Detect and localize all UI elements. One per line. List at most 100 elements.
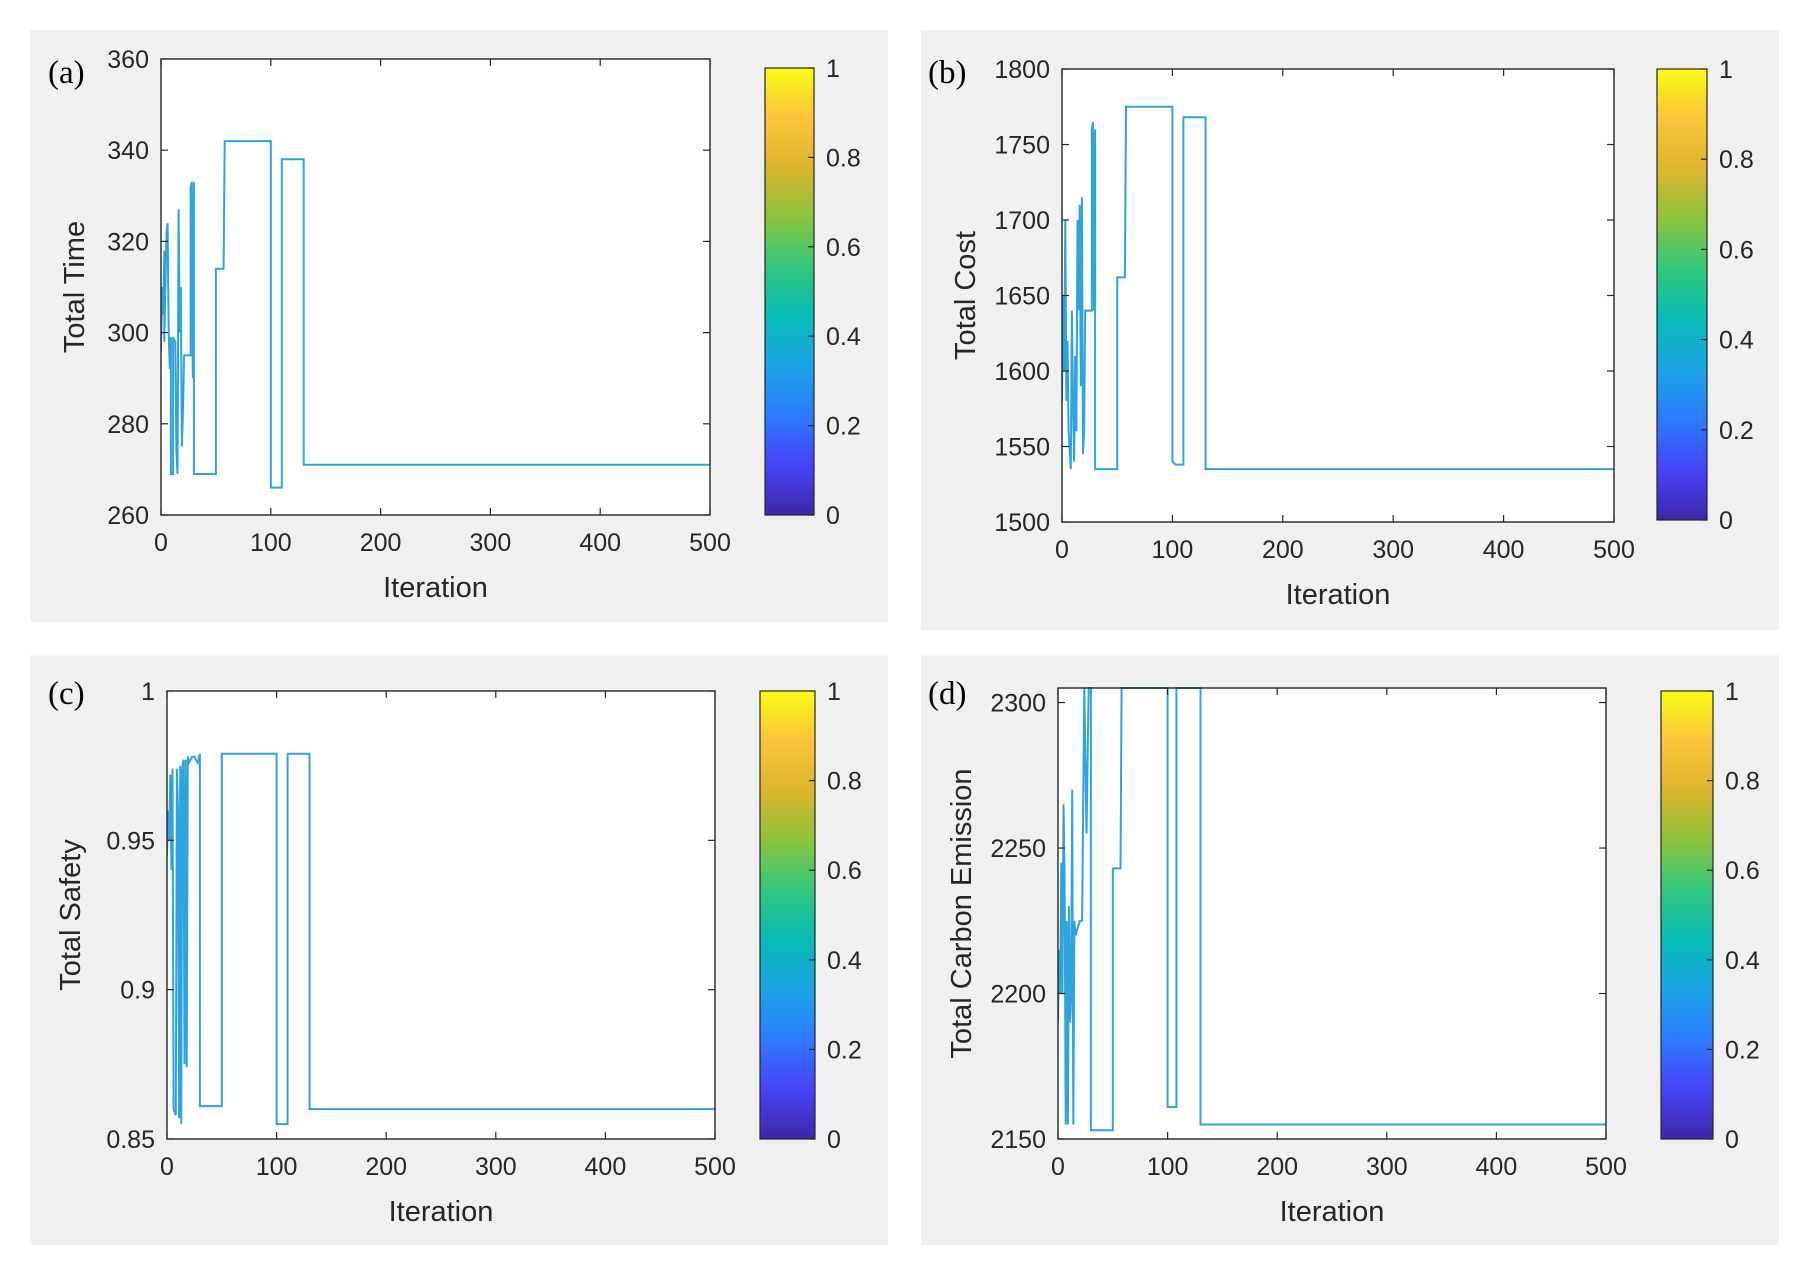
y-axis-title: Total Time <box>59 221 91 353</box>
y-tick-label: 2250 <box>990 835 1046 863</box>
axes-box <box>166 690 716 1140</box>
axes-box <box>1057 687 1607 1140</box>
x-tick-label: 400 <box>585 1153 627 1181</box>
colorbar-tick-label: 0 <box>827 1126 841 1154</box>
y-tick-label: 0.9 <box>120 977 155 1005</box>
x-tick-label: 200 <box>360 529 402 557</box>
subplot-d: 0 100 200 300 400 500 2150 2200 2250 2300 Iteratio… <box>921 655 1779 1245</box>
colorbar-tick-label: 0.2 <box>827 1036 862 1064</box>
x-tick-label: 200 <box>365 1153 407 1181</box>
panel-label: (a) <box>48 55 85 91</box>
x-tick-label: 500 <box>1593 536 1635 564</box>
x-tick-label: 300 <box>470 529 512 557</box>
y-tick-label: 0.95 <box>106 827 155 855</box>
x-tick-label: 100 <box>1152 536 1194 564</box>
colorbar-tick-label: 0.2 <box>826 413 861 441</box>
colorbar <box>759 690 816 1140</box>
x-tick-label: 0 <box>1051 1153 1065 1181</box>
x-tick-label: 400 <box>579 529 621 557</box>
colorbar-tick-label: 1 <box>827 678 841 706</box>
panel-label: (d) <box>928 676 966 712</box>
x-tick-label: 500 <box>689 529 731 557</box>
subplot-b: 0 100 200 300 400 500 1500 1550 1600 1650 1700 1750… <box>921 30 1779 630</box>
x-tick-label: 0 <box>160 1153 174 1181</box>
colorbar-tick-label: 0.2 <box>1725 1036 1760 1064</box>
panel-label: (b) <box>928 55 966 91</box>
axes-box <box>160 58 711 516</box>
x-tick-label: 100 <box>250 529 292 557</box>
colorbar-tick-label: 0 <box>1719 507 1733 535</box>
colorbar-tick-label: 0 <box>1725 1126 1739 1154</box>
y-tick-label: 1650 <box>994 283 1050 311</box>
chart-svg: 0 100 200 300 400 500 0.85 0.9 0.95 1 Iteration Tot… <box>48 676 862 1228</box>
colorbar-tick-label: 1 <box>1725 678 1739 706</box>
colorbar-tick-label: 0.6 <box>826 234 861 262</box>
y-tick-label: 2300 <box>990 690 1046 718</box>
y-tick-label: 1600 <box>994 358 1050 386</box>
x-tick-label: 0 <box>1055 536 1069 564</box>
y-tick-label: 320 <box>107 228 149 256</box>
y-tick-label: 300 <box>107 320 149 348</box>
subplot-a: 0 100 200 300 400 500 260 280 300 320 340 360 Iterat… <box>30 30 888 622</box>
colorbar <box>764 67 815 516</box>
colorbar-tick-label: 0.8 <box>1719 146 1754 174</box>
y-tick-label: 260 <box>107 502 149 530</box>
chart-svg: 0 100 200 300 400 500 1500 1550 1600 1650 1700 1750… <box>928 55 1754 611</box>
chart-svg: 0 100 200 300 400 500 2150 2200 2250 2300 Iteratio… <box>928 676 1760 1228</box>
chart-svg: 0 100 200 300 400 500 260 280 300 320 340 360 Iterat… <box>48 46 861 604</box>
panel-label: (c) <box>48 676 85 712</box>
colorbar-tick-label: 0.4 <box>826 323 861 351</box>
plot-area <box>167 691 715 1139</box>
colorbar-tick-label: 0.8 <box>826 144 861 172</box>
colorbar-tick-label: 0.2 <box>1719 417 1754 445</box>
x-axis-title: Iteration <box>383 572 488 604</box>
colorbar-tick-label: 1 <box>826 55 840 83</box>
x-tick-label: 400 <box>1483 536 1525 564</box>
y-tick-label: 2200 <box>990 981 1046 1009</box>
series-line <box>161 140 710 489</box>
y-tick-label: 1800 <box>994 56 1050 84</box>
x-tick-label: 300 <box>1372 536 1414 564</box>
series-line <box>1058 687 1606 1132</box>
colorbar <box>1656 68 1708 521</box>
series-line <box>167 752 715 1126</box>
subplot-c: 0 100 200 300 400 500 0.85 0.9 0.95 1 Iteration Tot… <box>30 655 888 1245</box>
y-axis-title: Total Cost <box>950 231 982 360</box>
y-tick-label: 360 <box>107 46 149 74</box>
colorbar-tick-label: 0.4 <box>1725 947 1760 975</box>
x-tick-label: 100 <box>256 1153 298 1181</box>
colorbar <box>1660 690 1714 1140</box>
colorbar-tick-label: 0.4 <box>1719 327 1754 355</box>
x-axis-title: Iteration <box>389 1196 494 1228</box>
y-tick-label: 1500 <box>994 509 1050 537</box>
y-tick-label: 340 <box>107 137 149 165</box>
colorbar-tick-label: 0.8 <box>827 768 862 796</box>
colorbar-tick-label: 0 <box>826 502 840 530</box>
y-tick-label: 1 <box>141 678 155 706</box>
y-tick-label: 280 <box>107 411 149 439</box>
x-axis-title: Iteration <box>1280 1196 1385 1228</box>
x-tick-label: 0 <box>154 529 168 557</box>
x-tick-label: 500 <box>1585 1153 1627 1181</box>
plot-area <box>1058 688 1606 1139</box>
y-tick-label: 2150 <box>990 1126 1046 1154</box>
x-tick-label: 300 <box>475 1153 517 1181</box>
x-tick-label: 500 <box>694 1153 736 1181</box>
colorbar-tick-label: 0.6 <box>1719 236 1754 264</box>
plot-area <box>1062 69 1614 522</box>
y-tick-label: 0.85 <box>106 1126 155 1154</box>
x-axis-title: Iteration <box>1286 579 1391 611</box>
x-tick-label: 300 <box>1366 1153 1408 1181</box>
series-line <box>1062 105 1614 471</box>
colorbar-tick-label: 0.8 <box>1725 768 1760 796</box>
y-tick-label: 1700 <box>994 207 1050 235</box>
y-axis-title: Total Safety <box>55 839 87 991</box>
colorbar-tick-label: 1 <box>1719 56 1733 84</box>
y-tick-label: 1750 <box>994 132 1050 160</box>
colorbar-tick-label: 0.6 <box>1725 857 1760 885</box>
colorbar-tick-label: 0.4 <box>827 947 862 975</box>
x-tick-label: 400 <box>1476 1153 1518 1181</box>
x-tick-label: 200 <box>1256 1153 1298 1181</box>
y-axis-title: Total Carbon Emission <box>946 768 978 1058</box>
colorbar-tick-label: 0.6 <box>827 857 862 885</box>
